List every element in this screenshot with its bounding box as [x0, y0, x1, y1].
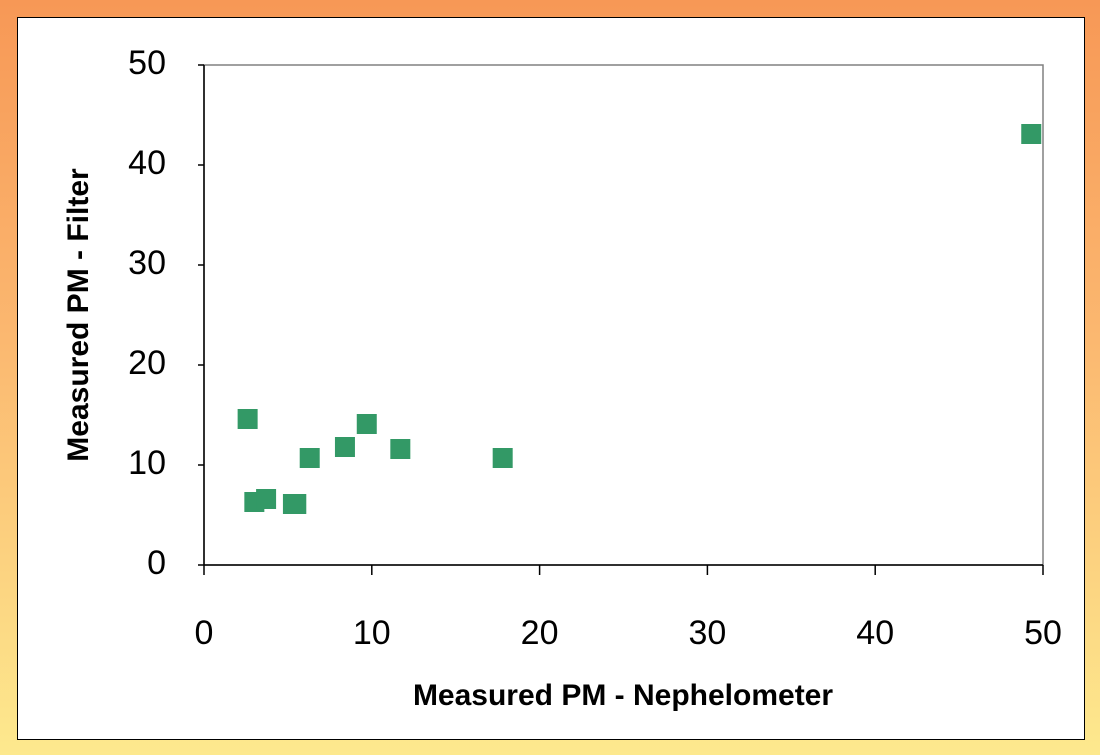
- chart-frame: [17, 17, 1085, 740]
- y-tick-label: 30: [128, 244, 166, 282]
- y-tick-label: 0: [147, 544, 166, 582]
- point: [492, 448, 513, 468]
- y-tick-label: 40: [128, 144, 166, 182]
- point: [390, 439, 411, 459]
- x-axis-title: Measured PM - Nephelometer: [413, 679, 833, 712]
- y-axis-title: Measured PM - Filter: [62, 168, 95, 462]
- x-tick-label: 0: [195, 614, 214, 652]
- y-tick-label: 10: [128, 444, 166, 482]
- point: [334, 437, 355, 457]
- x-tick-label: 50: [1024, 614, 1062, 652]
- plot-area: [203, 64, 1044, 566]
- x-tick-label: 40: [856, 614, 894, 652]
- point: [237, 409, 258, 429]
- x-tick-label: 10: [353, 614, 391, 652]
- point: [356, 414, 377, 434]
- point: [299, 448, 320, 468]
- x-tick-label: 20: [521, 614, 559, 652]
- point: [1021, 124, 1042, 144]
- point: [256, 489, 277, 509]
- x-tick-label: 30: [688, 614, 726, 652]
- point: [286, 494, 307, 514]
- y-tick-label: 20: [128, 344, 166, 382]
- y-tick-label: 50: [128, 44, 166, 82]
